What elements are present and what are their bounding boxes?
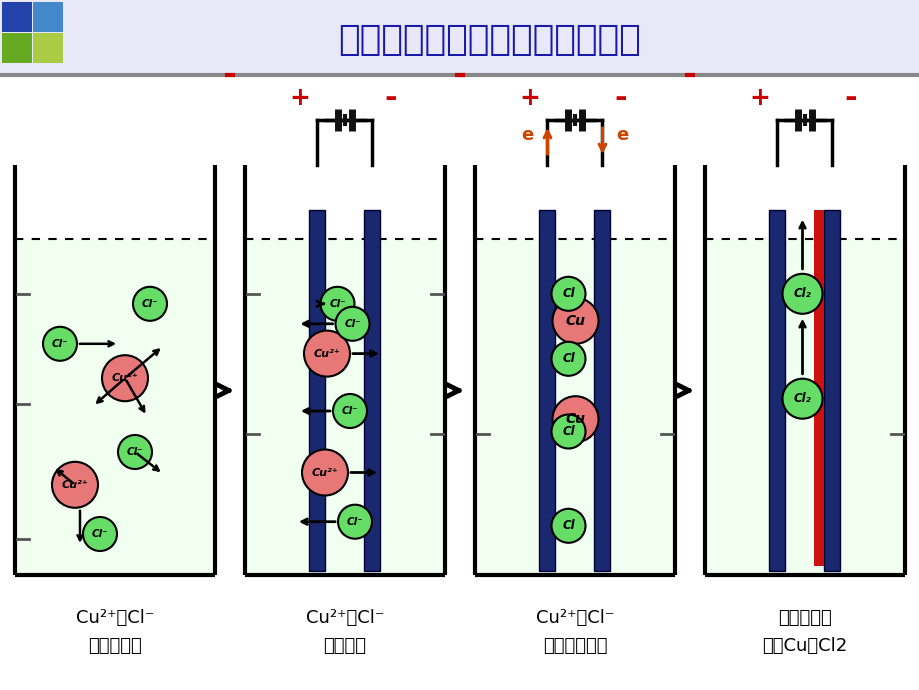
Circle shape xyxy=(52,462,98,508)
Bar xyxy=(33,33,62,63)
Circle shape xyxy=(550,509,584,543)
Bar xyxy=(244,239,445,575)
Text: Cu: Cu xyxy=(565,412,584,426)
Bar xyxy=(813,210,823,566)
Text: -: - xyxy=(844,83,856,112)
Text: Cl⁻: Cl⁻ xyxy=(142,299,158,309)
Text: Cl: Cl xyxy=(562,425,574,438)
Bar xyxy=(594,210,610,571)
Circle shape xyxy=(552,298,598,344)
Circle shape xyxy=(333,394,367,428)
Text: Cu: Cu xyxy=(565,314,584,328)
Text: +: + xyxy=(518,86,539,110)
Circle shape xyxy=(320,287,354,321)
Text: Cl⁻: Cl⁻ xyxy=(341,406,357,416)
Text: Cu²⁺: Cu²⁺ xyxy=(111,373,138,383)
Bar xyxy=(2,2,32,32)
Circle shape xyxy=(550,277,584,310)
Text: 定向运动: 定向运动 xyxy=(323,637,366,655)
Bar xyxy=(364,210,380,571)
Circle shape xyxy=(552,396,598,442)
Text: Cl⁻: Cl⁻ xyxy=(127,447,143,457)
Circle shape xyxy=(782,379,822,419)
Circle shape xyxy=(782,274,822,314)
Text: Cl⁻: Cl⁻ xyxy=(329,299,346,309)
Text: Cl: Cl xyxy=(562,353,574,365)
Circle shape xyxy=(118,435,152,469)
Bar xyxy=(539,210,555,571)
Text: Cl⁻: Cl⁻ xyxy=(51,339,68,349)
Text: +: + xyxy=(289,86,310,110)
Text: Cu²⁺、Cl⁻: Cu²⁺、Cl⁻ xyxy=(75,609,154,627)
Text: Cu²⁺、Cl⁻: Cu²⁺、Cl⁻ xyxy=(305,609,384,627)
Bar xyxy=(704,239,904,575)
Text: 发生电子得失: 发生电子得失 xyxy=(542,637,607,655)
Circle shape xyxy=(303,331,349,377)
Text: Cl: Cl xyxy=(562,287,574,300)
Circle shape xyxy=(550,342,584,376)
Text: -: - xyxy=(384,83,396,112)
Bar xyxy=(0,0,919,77)
Text: Cu²⁺: Cu²⁺ xyxy=(312,468,338,477)
Text: Cu²⁺、Cl⁻: Cu²⁺、Cl⁻ xyxy=(535,609,614,627)
Text: e: e xyxy=(616,126,628,144)
Text: Cl₂: Cl₂ xyxy=(793,287,811,300)
Text: Cu²⁺: Cu²⁺ xyxy=(62,480,88,490)
Text: Cl⁻: Cl⁻ xyxy=(346,517,363,526)
Text: Cu²⁺: Cu²⁺ xyxy=(313,348,340,359)
Text: Cl⁻: Cl⁻ xyxy=(344,319,360,329)
Text: -: - xyxy=(614,83,626,112)
Text: 生成Cu、Cl2: 生成Cu、Cl2 xyxy=(762,637,846,655)
Bar xyxy=(33,2,62,32)
Text: 电解氯化铜溶液的微观反应过程: 电解氯化铜溶液的微观反应过程 xyxy=(338,23,641,57)
Circle shape xyxy=(83,517,117,551)
Text: Cl⁻: Cl⁻ xyxy=(92,529,108,539)
Bar xyxy=(474,239,675,575)
Bar xyxy=(823,210,840,571)
Bar xyxy=(15,239,215,575)
Circle shape xyxy=(102,355,148,401)
Circle shape xyxy=(337,504,371,539)
Text: Cl: Cl xyxy=(562,520,574,532)
Text: Cl₂: Cl₂ xyxy=(793,392,811,405)
Circle shape xyxy=(43,327,77,361)
Circle shape xyxy=(550,415,584,448)
Text: 无规则运动: 无规则运动 xyxy=(88,637,142,655)
Text: +: + xyxy=(748,86,769,110)
Circle shape xyxy=(133,287,167,321)
Text: 阴阳两极上: 阴阳两极上 xyxy=(777,609,831,627)
Text: e: e xyxy=(521,126,533,144)
Bar xyxy=(2,33,32,63)
Bar xyxy=(768,210,785,571)
Circle shape xyxy=(335,307,369,341)
Bar xyxy=(309,210,325,571)
Circle shape xyxy=(301,449,347,495)
